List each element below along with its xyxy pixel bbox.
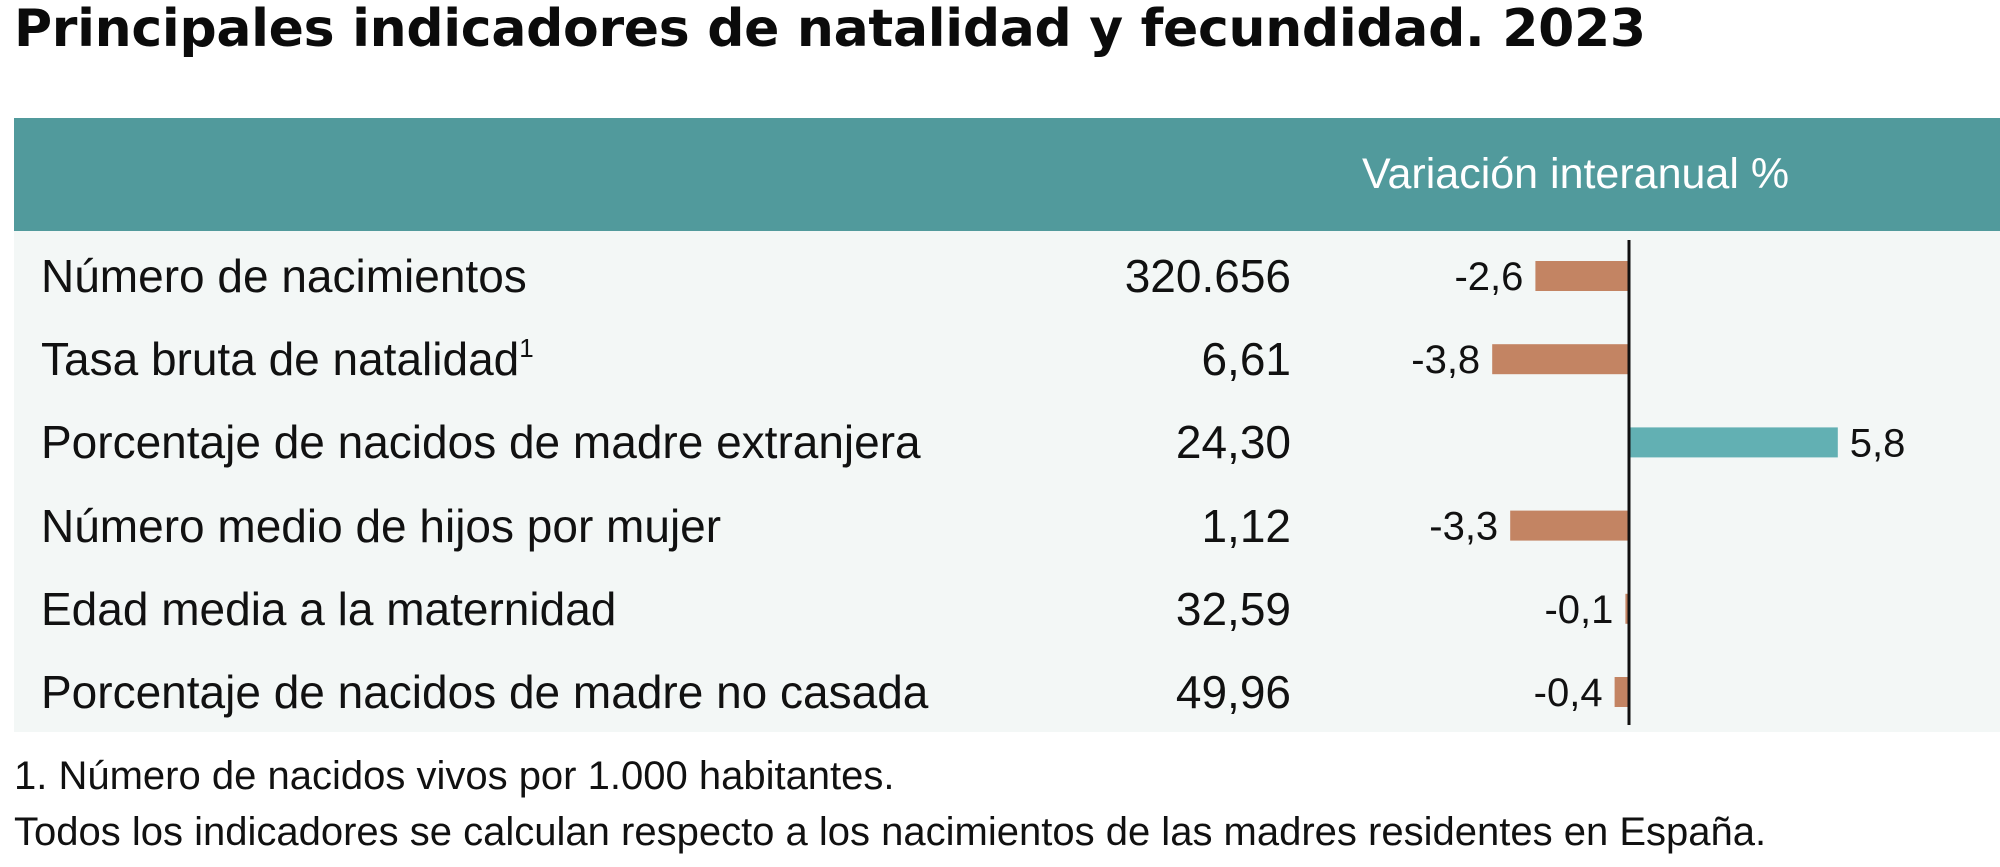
row-label: Edad media a la maternidad bbox=[41, 582, 616, 636]
variation-bar bbox=[1614, 677, 1629, 707]
row-label-text: Número medio de hijos por mujer bbox=[41, 499, 722, 552]
footnote-2: Todos los indicadores se calculan respec… bbox=[14, 810, 1767, 854]
row-label-text: Porcentaje de nacidos de madre no casada bbox=[41, 666, 929, 718]
variation-bar bbox=[1535, 261, 1629, 291]
variation-bar bbox=[1510, 510, 1629, 541]
row-label: Número medio de hijos por mujer bbox=[41, 499, 721, 553]
footnote-mark: 1 bbox=[519, 333, 534, 364]
footnote-1: 1. Número de nacidos vivos por 1.000 hab… bbox=[14, 754, 895, 798]
row-label-text: Número de nacimientos bbox=[41, 250, 527, 302]
variation-data-label: -0,4 bbox=[1534, 671, 1603, 715]
row-label-text: Edad media a la maternidad bbox=[41, 582, 617, 635]
variation-bar bbox=[1629, 427, 1838, 458]
variation-bar bbox=[1625, 593, 1629, 624]
row-label: Número de nacimientos bbox=[41, 249, 527, 303]
row-value: 1,12 bbox=[1201, 499, 1291, 552]
row-value: 24,30 bbox=[1175, 416, 1291, 469]
row-value: 6,61 bbox=[1201, 333, 1291, 386]
row-value: 49,96 bbox=[1175, 666, 1291, 718]
row-value: 320.656 bbox=[1124, 250, 1291, 302]
row-label-text: Tasa bruta de natalidad bbox=[41, 333, 520, 386]
table-header-band bbox=[14, 118, 2000, 231]
variation-data-label: -2,6 bbox=[1454, 255, 1523, 299]
variation-data-label: 5,8 bbox=[1850, 421, 1906, 465]
row-value: 32,59 bbox=[1175, 582, 1291, 635]
row-label: Porcentaje de nacidos de madre no casada bbox=[41, 665, 928, 719]
variation-column-header: Variación interanual % bbox=[1362, 150, 1790, 198]
row-label-text: Porcentaje de nacidos de madre extranjer… bbox=[41, 416, 921, 469]
variation-data-label: -0,1 bbox=[1544, 588, 1613, 632]
variation-bar bbox=[1492, 344, 1629, 375]
row-label: Porcentaje de nacidos de madre extranjer… bbox=[41, 415, 921, 469]
chart-title: Principales indicadores de natalidad y f… bbox=[14, 0, 1646, 59]
variation-data-label: -3,3 bbox=[1429, 505, 1498, 549]
row-label: Tasa bruta de natalidad1 bbox=[41, 332, 534, 386]
variation-data-label: -3,8 bbox=[1411, 338, 1480, 382]
table-body bbox=[14, 231, 2000, 732]
